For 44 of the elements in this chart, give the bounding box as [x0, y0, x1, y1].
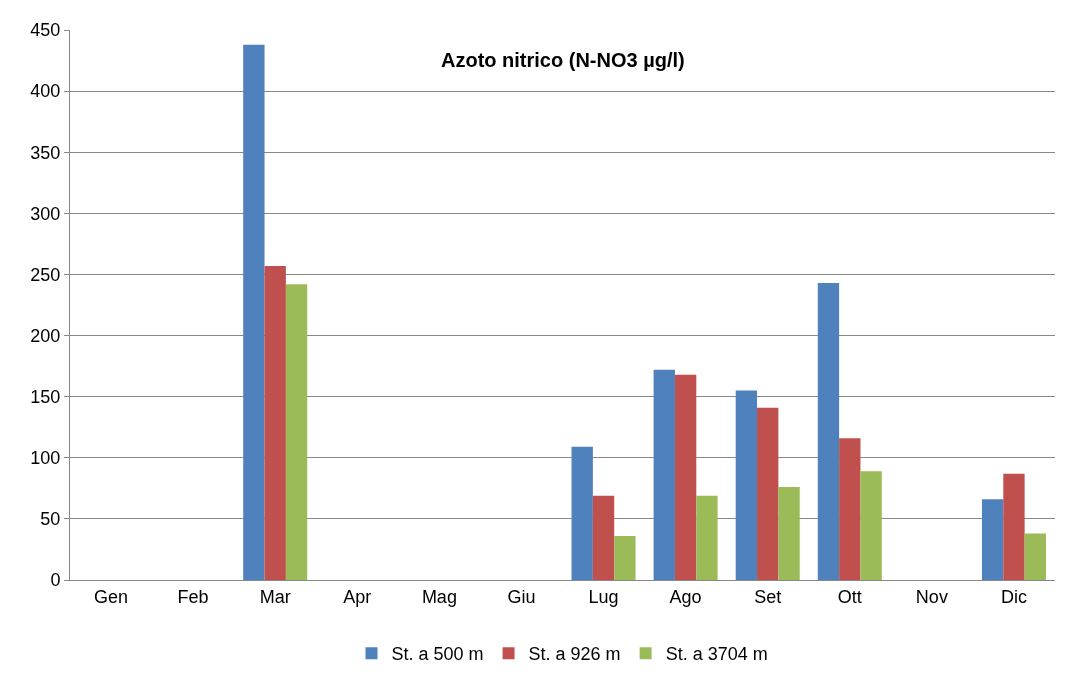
x-tick-label: Ago — [669, 586, 702, 607]
bar — [860, 471, 882, 580]
y-tick-label: 250 — [30, 264, 61, 285]
x-tick-label: Set — [754, 586, 782, 607]
y-tick-label: 450 — [30, 20, 61, 41]
y-tick-label: 350 — [30, 142, 61, 163]
bar — [1003, 473, 1025, 580]
x-tick-label: Ott — [837, 586, 862, 607]
x-tick-label: Mar — [259, 586, 291, 607]
text: Azoto nitrico (N-NO3 µg/l) — [441, 49, 685, 71]
y-tick-label: 300 — [30, 203, 61, 224]
bar — [1024, 533, 1046, 580]
bar — [674, 374, 697, 580]
y-tick-label: 50 — [40, 509, 61, 530]
bar — [243, 44, 265, 580]
legend-label: St. a 500 m — [391, 644, 484, 665]
x-tick-label: Gen — [94, 586, 129, 607]
bar — [614, 536, 636, 580]
bar — [981, 499, 1004, 580]
y-tick-label: 200 — [30, 325, 61, 346]
bar — [757, 407, 779, 580]
y-tick-label: 400 — [30, 81, 61, 102]
bar — [696, 495, 718, 580]
bar — [839, 438, 861, 580]
bar — [653, 369, 675, 580]
x-tick-label: Mag — [421, 586, 457, 607]
x-tick-label: Apr — [343, 586, 372, 607]
x-tick-label: Feb — [177, 586, 209, 607]
legend-label: St. a 926 m — [528, 644, 621, 665]
bar — [817, 283, 840, 580]
y-tick-label: 100 — [30, 448, 61, 469]
bar — [735, 390, 758, 580]
x-tick-label: Nov — [915, 586, 948, 607]
bar — [264, 265, 286, 580]
bar — [571, 446, 593, 580]
bar — [285, 284, 308, 580]
x-tick-label: Dic — [1000, 586, 1027, 607]
bar — [592, 495, 615, 580]
legend-label: St. a 3704 m — [665, 644, 768, 665]
y-tick-label: 150 — [30, 386, 61, 407]
bar — [778, 487, 800, 580]
y-tick-label: 0 — [50, 570, 61, 591]
x-tick-label: Lug — [588, 586, 619, 607]
x-tick-label: Giu — [507, 586, 536, 607]
